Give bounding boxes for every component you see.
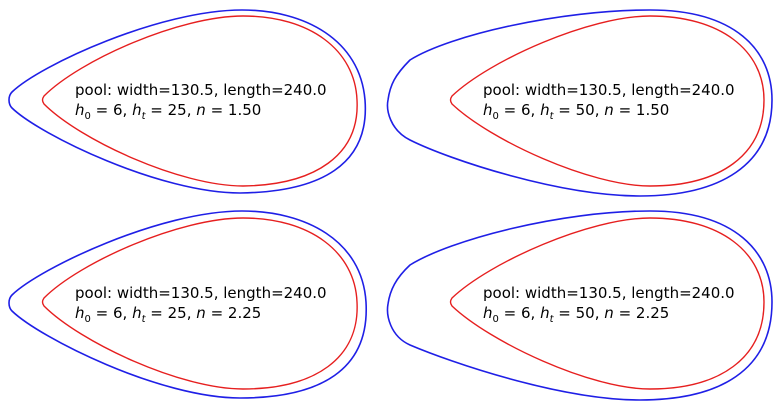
outer-boundary-curve — [8, 9, 367, 194]
pool-boundary-curve — [449, 217, 765, 390]
outer-boundary-curve — [386, 210, 773, 401]
outer-boundary-curve — [8, 210, 367, 399]
panel-bottom-left: pool: width=130.5, length=240.0 h0 = 6, … — [8, 210, 367, 399]
h0-value: 6 — [113, 101, 123, 119]
pool-dimensions-label: pool: width=130.5, length=240.0 — [483, 81, 735, 99]
parameters-label: h0 = 6, ht = 25, n = 2.25 — [75, 304, 261, 325]
h0-value: 6 — [521, 304, 531, 322]
n-value: 2.25 — [228, 304, 261, 322]
panel-bottom-right: pool: width=130.5, length=240.0 h0 = 6, … — [386, 210, 773, 401]
pool-boundary-curve — [41, 15, 358, 187]
panel-top-right: pool: width=130.5, length=240.0 h0 = 6, … — [386, 9, 773, 197]
parameters-label: h0 = 6, ht = 50, n = 1.50 — [483, 101, 669, 122]
n-value: 1.50 — [228, 101, 261, 119]
n-value: 2.25 — [636, 304, 669, 322]
outer-boundary-curve — [386, 9, 773, 197]
pool-dimensions-label: pool: width=130.5, length=240.0 — [75, 284, 327, 302]
pool-dimensions-label: pool: width=130.5, length=240.0 — [75, 81, 327, 99]
h0-value: 6 — [113, 304, 123, 322]
pool-dimensions-label: pool: width=130.5, length=240.0 — [483, 284, 735, 302]
pool-boundary-curve — [449, 15, 765, 187]
ht-value: 25 — [168, 101, 187, 119]
parameters-label: h0 = 6, ht = 25, n = 1.50 — [75, 101, 261, 122]
ht-value: 50 — [576, 101, 595, 119]
pool-boundary-curve — [41, 217, 358, 390]
ht-value: 25 — [168, 304, 187, 322]
parameters-label: h0 = 6, ht = 50, n = 2.25 — [483, 304, 669, 325]
h0-value: 6 — [521, 101, 531, 119]
ht-value: 50 — [576, 304, 595, 322]
n-value: 1.50 — [636, 101, 669, 119]
panel-top-left: pool: width=130.5, length=240.0 h0 = 6, … — [8, 9, 367, 194]
